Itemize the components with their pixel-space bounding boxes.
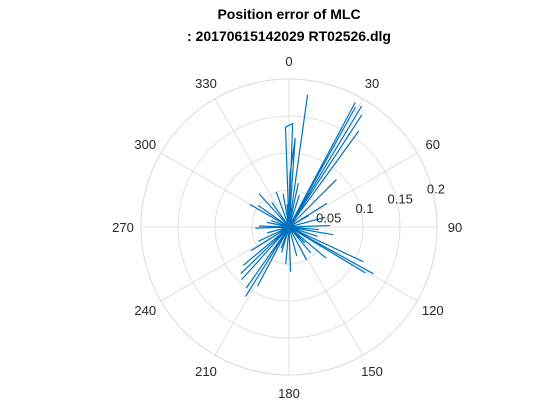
grid-spoke — [214, 226, 290, 356]
theta-tick-label: 330 — [195, 76, 217, 91]
chart-title-line1: Position error of MLC — [217, 6, 360, 22]
theta-tick-label: 240 — [134, 303, 156, 318]
grid-spoke — [160, 226, 290, 302]
polar-grid — [140, 78, 438, 376]
r-tick-label: 0.1 — [355, 201, 373, 216]
theta-tick-label: 60 — [426, 137, 440, 152]
r-tick-label: 0.15 — [388, 191, 413, 206]
grid-spoke — [288, 226, 364, 356]
chart-title-line2: : 20170615142029 RT02526.dlg — [187, 28, 391, 44]
theta-tick-label: 210 — [195, 364, 217, 379]
theta-tick-label: 30 — [365, 76, 379, 91]
r-tick-label: 0.05 — [316, 210, 341, 225]
theta-tick-label: 300 — [134, 137, 156, 152]
grid-spoke — [214, 98, 290, 228]
tick-labels: 0 30 60 90 120 150 180 210 240 270 300 330 0.05 0.1 0.… — [112, 54, 462, 401]
series-line — [240, 94, 374, 297]
theta-tick-label: 180 — [278, 386, 300, 401]
theta-tick-label: 120 — [422, 303, 444, 318]
theta-tick-label: 90 — [448, 220, 462, 235]
theta-tick-label: 270 — [112, 220, 134, 235]
theta-tick-label: 0 — [285, 54, 292, 69]
r-tick-label: 0.2 — [427, 182, 445, 197]
theta-tick-label: 150 — [361, 364, 383, 379]
data-layer — [240, 94, 374, 297]
grid-spoke — [288, 152, 418, 228]
